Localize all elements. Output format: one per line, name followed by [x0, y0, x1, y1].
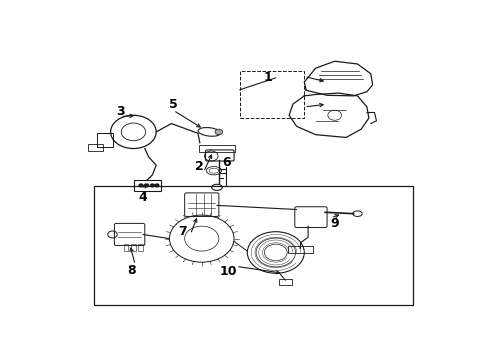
- Circle shape: [139, 184, 143, 187]
- Bar: [123, 244, 128, 251]
- Text: 10: 10: [220, 265, 237, 278]
- Text: 2: 2: [196, 160, 204, 173]
- Circle shape: [150, 184, 154, 187]
- Text: 9: 9: [330, 217, 339, 230]
- Text: 3: 3: [116, 105, 124, 118]
- Text: 6: 6: [222, 156, 231, 169]
- Text: 4: 4: [139, 190, 147, 203]
- Text: 7: 7: [178, 225, 187, 238]
- Text: 8: 8: [127, 264, 136, 277]
- Circle shape: [215, 129, 222, 135]
- Circle shape: [155, 184, 159, 187]
- Text: 5: 5: [169, 98, 178, 111]
- Bar: [94, 186, 413, 305]
- Bar: [138, 244, 143, 251]
- Bar: [131, 244, 136, 251]
- Bar: [240, 71, 304, 118]
- Circle shape: [145, 184, 148, 187]
- Text: 1: 1: [264, 71, 272, 84]
